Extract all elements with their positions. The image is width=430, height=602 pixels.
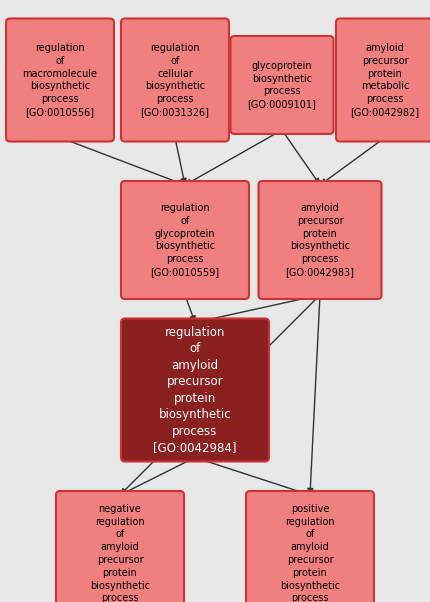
Text: regulation
of
glycoprotein
biosynthetic
process
[GO:0010559]: regulation of glycoprotein biosynthetic … <box>150 203 219 277</box>
Text: regulation
of
macromolecule
biosynthetic
process
[GO:0010556]: regulation of macromolecule biosynthetic… <box>22 43 97 117</box>
Text: positive
regulation
of
amyloid
precursor
protein
biosynthetic
process
[GO:004298: positive regulation of amyloid precursor… <box>275 504 344 602</box>
Text: regulation
of
cellular
biosynthetic
process
[GO:0031326]: regulation of cellular biosynthetic proc… <box>140 43 209 117</box>
Text: negative
regulation
of
amyloid
precursor
protein
biosynthetic
process
[GO:004298: negative regulation of amyloid precursor… <box>85 504 154 602</box>
Text: amyloid
precursor
protein
biosynthetic
process
[GO:0042983]: amyloid precursor protein biosynthetic p… <box>285 203 354 277</box>
FancyBboxPatch shape <box>258 181 381 299</box>
FancyBboxPatch shape <box>121 181 249 299</box>
Text: regulation
of
amyloid
precursor
protein
biosynthetic
process
[GO:0042984]: regulation of amyloid precursor protein … <box>153 326 236 455</box>
Text: glycoprotein
biosynthetic
process
[GO:0009101]: glycoprotein biosynthetic process [GO:00… <box>247 61 316 109</box>
FancyBboxPatch shape <box>246 491 373 602</box>
FancyBboxPatch shape <box>121 318 268 462</box>
FancyBboxPatch shape <box>6 19 114 141</box>
FancyBboxPatch shape <box>56 491 184 602</box>
FancyBboxPatch shape <box>335 19 430 141</box>
FancyBboxPatch shape <box>230 36 333 134</box>
Text: amyloid
precursor
protein
metabolic
process
[GO:0042982]: amyloid precursor protein metabolic proc… <box>350 43 418 117</box>
FancyBboxPatch shape <box>121 19 228 141</box>
